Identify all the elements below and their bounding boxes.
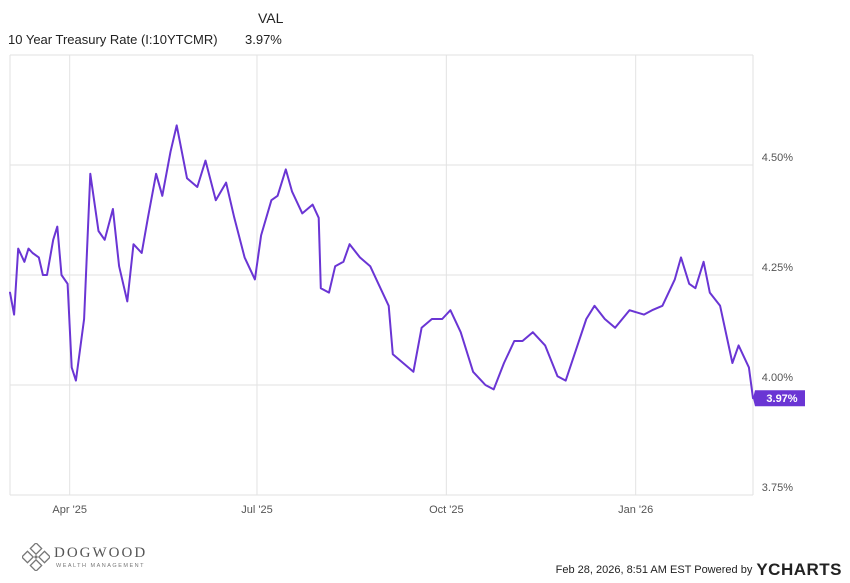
x-tick-label: Jul '25 [241,504,272,516]
dogwood-logo: DOGWOOD WEALTH MANAGEMENT [22,541,152,575]
y-tick-label: 4.50% [762,152,793,164]
logo-wordmark: DOGWOOD [54,545,148,561]
y-axis: 4.50% 4.25% 4.00% 3.75% [762,152,793,494]
series-layer [9,124,754,400]
legend-series-name[interactable]: 10 Year Treasury Rate (I:10YTCMR) [8,32,218,47]
x-axis: Apr '25 Jul '25 Oct '25 Jan '26 [52,504,653,516]
x-tick-label: Apr '25 [52,504,87,516]
dogwood-flower-icon [22,543,50,571]
x-tick-label: Jan '26 [618,504,653,516]
legend-series-value: 3.97% [245,32,282,47]
ycharts-logo[interactable]: YCHARTS [756,560,842,579]
y-tick-label: 4.25% [762,262,793,274]
last-value-tag [753,390,805,407]
y-tick-label: 4.00% [762,372,793,384]
chart-legend: VAL 10 Year Treasury Rate (I:10YTCMR) 3.… [0,10,300,50]
x-tick-label: Oct '25 [429,504,464,516]
timestamp-text: Feb 28, 2026, 8:51 AM EST Powered by [555,564,753,576]
grid-layer [9,54,754,496]
last-value-label: 3.97% [766,393,797,405]
last-value-layer: 3.97% [753,390,805,407]
legend-column-header: VAL [258,10,284,26]
y-tick-label: 3.75% [762,482,793,494]
series-line[interactable] [9,124,754,400]
logo-subtext: WEALTH MANAGEMENT [56,563,145,569]
attribution: Feb 28, 2026, 8:51 AM EST Powered by YCH… [556,560,842,580]
